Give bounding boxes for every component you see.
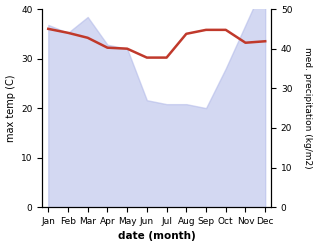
Y-axis label: max temp (C): max temp (C) [5,74,16,142]
X-axis label: date (month): date (month) [118,231,196,242]
Y-axis label: med. precipitation (kg/m2): med. precipitation (kg/m2) [303,47,313,169]
